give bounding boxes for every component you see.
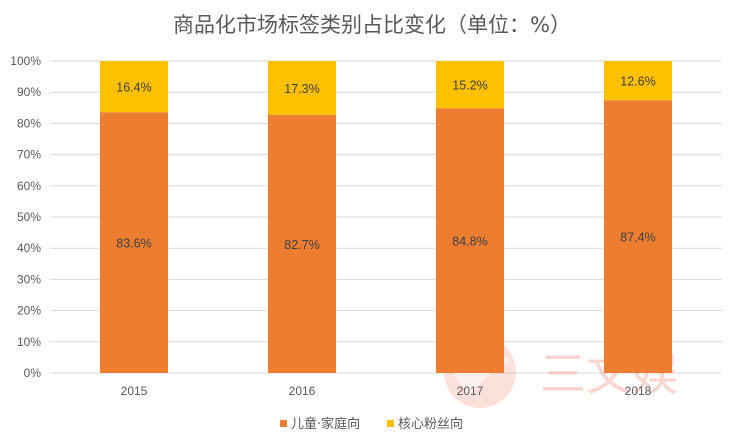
y-tick-label: 0% [24,366,42,380]
y-tick-label: 30% [17,272,41,286]
y-tick-label: 20% [17,304,41,318]
y-axis-ticks: 0% 10% 20% 30% 40% 50% 60% 70% 80% 90% 100% [10,54,41,380]
bar-segment [604,100,672,373]
y-tick-label: 40% [17,241,41,255]
data-label: 83.6% [116,237,151,251]
y-tick-label: 70% [17,148,41,162]
bar-segment [268,61,336,115]
data-label: 87.4% [620,231,655,245]
bar-segment [100,112,168,373]
bar-segment [100,61,168,113]
legend-label: 核心粉丝向 [398,416,463,432]
data-label: 84.8% [452,235,487,249]
data-labels: 83.6% 16.4% 82.7% 17.3% 84.8% 15.2% 87.4% 12.6% [116,75,655,252]
legend-swatch [280,420,287,427]
bars [100,61,672,373]
legend-label: 儿童·家庭向 [291,416,360,432]
y-tick-label: 10% [17,335,41,349]
bar-segment [436,61,504,109]
y-tick-label: 60% [17,179,41,193]
x-tick-label: 2016 [289,384,316,398]
data-label: 17.3% [284,82,319,96]
data-label: 12.6% [620,75,655,89]
y-tick-label: 50% [17,210,41,224]
legend: 儿童·家庭向 核心粉丝向 [280,416,463,432]
x-tick-label: 2017 [457,384,484,398]
data-label: 16.4% [116,81,151,95]
x-tick-label: 2015 [121,384,148,398]
y-tick-label: 90% [17,85,41,99]
legend-swatch [387,420,394,427]
bar-segment [604,61,672,101]
y-tick-label: 100% [10,54,41,68]
bar-segment [268,114,336,373]
x-axis-ticks: 2015 2016 2017 2018 [121,384,652,398]
x-tick-label: 2018 [625,384,652,398]
bar-segment [436,108,504,373]
data-label: 15.2% [452,79,487,93]
chart-title: 商品化市场标签类别占比变化（单位：%） [173,13,571,37]
data-label: 82.7% [284,238,319,252]
y-tick-label: 80% [17,116,41,130]
